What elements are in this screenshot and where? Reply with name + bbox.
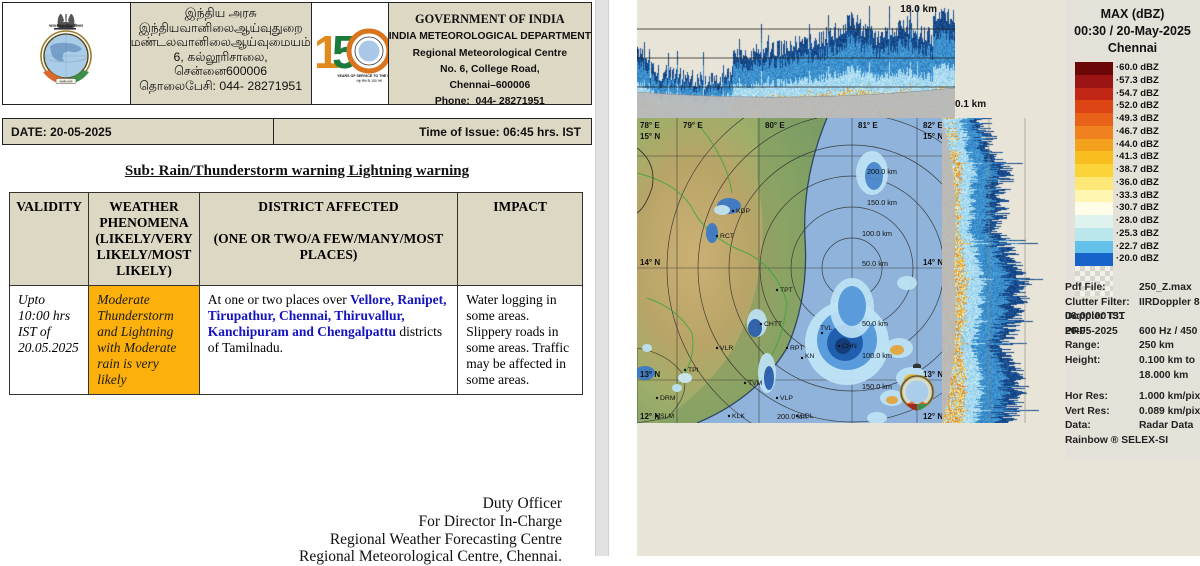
- svg-text:KN: KN: [805, 353, 815, 360]
- svg-text:150.0 km: 150.0 km: [867, 198, 897, 207]
- svg-text:KDP: KDP: [736, 208, 750, 215]
- svg-text:50.0 km: 50.0 km: [862, 259, 888, 268]
- svg-text:50.0 km: 50.0 km: [862, 319, 888, 328]
- svg-text:CDL: CDL: [800, 413, 814, 420]
- svg-text:14° N: 14° N: [640, 258, 660, 267]
- svg-text:12° N: 12° N: [923, 412, 942, 421]
- svg-text:15° N: 15° N: [640, 132, 660, 141]
- svg-text:150.0 km: 150.0 km: [862, 382, 892, 391]
- svg-text:80° E: 80° E: [765, 121, 785, 130]
- svg-text:VLP: VLP: [780, 395, 793, 402]
- svg-text:TVM: TVM: [748, 380, 763, 387]
- svg-text:200.0 km: 200.0 km: [867, 167, 897, 176]
- svg-text:TPI: TPI: [688, 367, 699, 374]
- svg-text:15° N: 15° N: [923, 132, 942, 141]
- svg-text:79° E: 79° E: [683, 121, 703, 130]
- svg-text:सत्यमेव जयते: सत्यमेव जयते: [60, 79, 73, 83]
- svg-text:78° E: 78° E: [640, 121, 660, 130]
- svg-text:14° N: 14° N: [923, 258, 942, 267]
- svg-text:TPT: TPT: [780, 287, 793, 294]
- svg-text:100.0 km: 100.0 km: [862, 351, 892, 360]
- svg-text:81° E: 81° E: [858, 121, 878, 130]
- svg-text:82° E: 82° E: [923, 121, 942, 130]
- svg-text:भारत मौसम विज्ञान विभाग: भारत मौसम विज्ञान विभाग: [49, 23, 84, 28]
- svg-text:RPT: RPT: [790, 345, 804, 352]
- svg-text:राष्ट्र सेवा के 150 वर्ष: राष्ट्र सेवा के 150 वर्ष: [356, 78, 382, 83]
- svg-text:DRM: DRM: [660, 395, 676, 402]
- svg-text:18.0 km: 18.0 km: [900, 4, 937, 15]
- svg-text:YEARS OF SERVICE TO THE NATION: YEARS OF SERVICE TO THE NATION: [337, 74, 388, 78]
- svg-text:TVL: TVL: [820, 325, 833, 332]
- svg-text:CHTT: CHTT: [764, 321, 782, 328]
- svg-text:SLM: SLM: [660, 413, 674, 420]
- svg-text:KLK: KLK: [732, 413, 745, 420]
- svg-text:CHN: CHN: [842, 343, 857, 350]
- svg-text:100.0 km: 100.0 km: [862, 229, 892, 238]
- svg-text:RCT: RCT: [720, 233, 734, 240]
- svg-text:VLR: VLR: [720, 345, 733, 352]
- svg-text:13° N: 13° N: [640, 370, 660, 379]
